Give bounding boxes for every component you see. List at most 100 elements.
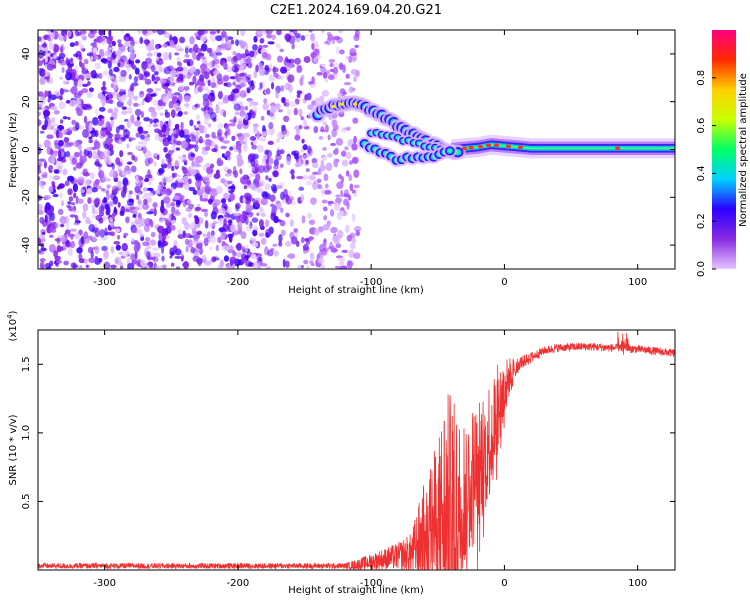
noise-speck [189, 222, 197, 231]
noise-speck [286, 156, 292, 166]
noise-speck [141, 30, 148, 35]
track-core [455, 150, 460, 154]
noise-speck [336, 92, 343, 99]
noise-speck [88, 139, 94, 144]
noise-speck [273, 159, 279, 167]
noise-speck [189, 144, 197, 148]
noise-speck [122, 185, 127, 192]
noise-speck [184, 161, 188, 166]
noise-speck [75, 99, 82, 105]
noise-speck [295, 162, 301, 168]
noise-speck [73, 178, 79, 185]
noise-speck [338, 174, 343, 179]
noise-speck [263, 98, 268, 104]
noise-speck [39, 216, 45, 224]
noise-speck [352, 117, 359, 124]
noise-speck [48, 44, 55, 51]
noise-speck [113, 107, 119, 114]
snr-scale-factor: (x104) [6, 310, 19, 341]
noise-speck [194, 206, 202, 211]
noise-speck [111, 162, 115, 170]
noise-speck [58, 52, 66, 59]
noise-speck [111, 213, 116, 219]
noise-speck [204, 219, 209, 229]
noise-speck [242, 143, 248, 152]
noise-speck [81, 62, 85, 71]
noise-speck [140, 110, 144, 119]
noise-speck [248, 212, 254, 216]
noise-speck [102, 70, 110, 76]
snr-panel: -300 -200 -100 0 100 0.5 1.0 1.5 Height of str… [6, 310, 676, 596]
noise-speck [74, 30, 79, 37]
noise-speck [208, 69, 213, 75]
noise-speck [180, 121, 184, 131]
noise-speck [59, 45, 63, 54]
noise-speck [280, 207, 284, 213]
noise-speck [149, 265, 154, 269]
noise-speck [228, 245, 234, 254]
noise-speck [274, 103, 281, 110]
noise-speck [305, 159, 309, 165]
noise-speck [38, 91, 41, 97]
noise-speck [322, 71, 328, 79]
x-tick-label: 0 [501, 578, 507, 589]
noise-speck [38, 60, 43, 67]
noise-speck [113, 66, 120, 73]
noise-speck [345, 73, 350, 79]
noise-speck [59, 119, 64, 124]
noise-speck [296, 175, 304, 180]
noise-speck [188, 212, 193, 219]
noise-speck [53, 169, 60, 174]
noise-speck [258, 219, 264, 228]
noise-speck [180, 140, 189, 149]
noise-speck [185, 138, 192, 143]
noise-speck [122, 177, 129, 187]
noise-speck [194, 156, 200, 166]
noise-speck [245, 179, 252, 186]
noise-speck [253, 35, 258, 43]
noise-speck [86, 91, 93, 99]
noise-speck [145, 245, 152, 250]
noise-speck [207, 123, 212, 128]
noise-speck [108, 30, 112, 37]
noise-speck [321, 30, 325, 35]
noise-speck [69, 88, 74, 93]
noise-speck [287, 253, 296, 259]
x-tick-label: -300 [93, 578, 116, 589]
noise-speck [349, 232, 356, 239]
noise-speck [312, 171, 320, 175]
noise-speck [201, 107, 207, 112]
noise-speck [170, 109, 176, 118]
noise-speck [268, 112, 275, 117]
noise-speck [229, 76, 236, 80]
hot-spot [339, 102, 345, 106]
noise-speck [50, 76, 54, 84]
noise-speck [193, 125, 197, 129]
noise-speck [42, 50, 46, 56]
noise-speck [110, 192, 117, 201]
noise-speck [183, 260, 189, 269]
noise-speck [129, 52, 136, 62]
noise-speck [131, 154, 135, 161]
noise-speck [114, 256, 122, 266]
noise-speck [130, 85, 134, 91]
noise-speck [75, 162, 83, 169]
noise-speck [278, 109, 283, 113]
noise-speck [322, 156, 327, 161]
noise-speck [57, 246, 64, 252]
noise-speck [282, 258, 286, 268]
noise-speck [235, 251, 243, 258]
noise-speck [64, 229, 71, 235]
noise-speck [303, 259, 309, 265]
noise-speck [166, 175, 174, 183]
noise-speck [253, 226, 259, 231]
noise-speck [53, 109, 60, 115]
colorbar-tick-label: 0.0 [696, 261, 707, 277]
noise-speck [101, 245, 108, 252]
spectrogram-x-ticks: -300 -200 -100 0 100 [93, 30, 647, 288]
noise-speck [277, 75, 285, 80]
noise-speck [232, 50, 237, 56]
noise-speck [249, 183, 257, 190]
noise-speck [133, 40, 140, 45]
noise-speck [66, 204, 71, 208]
